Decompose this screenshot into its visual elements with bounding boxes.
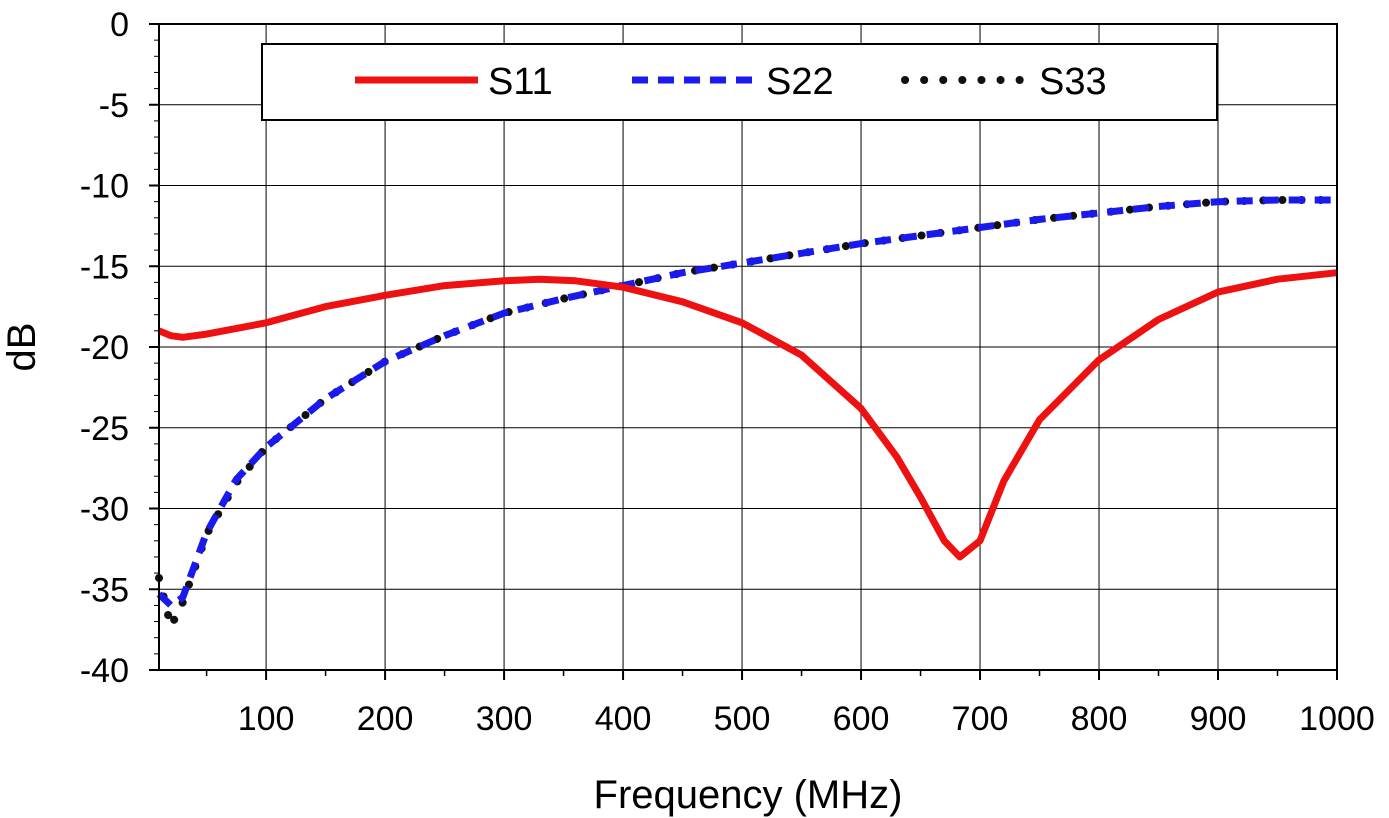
axis-ticks: 100 200 300 400 500 600 700 800 900 1000 0 -5 -10 -15…: [80, 6, 1375, 738]
series-line-s22: [156, 196, 1337, 609]
y-tick-label: -40: [80, 652, 129, 690]
legend-label-s11: S11: [488, 61, 553, 103]
y-tick-label: -30: [80, 491, 129, 529]
y-tick-label: 0: [110, 6, 129, 44]
y-axis-label: dB: [0, 323, 44, 372]
series-line-s11: [157, 269, 1338, 561]
y-tick-label: -25: [80, 410, 129, 448]
y-tick-label: -10: [80, 168, 129, 206]
x-tick-label: 900: [1190, 700, 1247, 738]
x-tick-label: 800: [1071, 700, 1128, 738]
y-tick-label: -15: [80, 248, 129, 286]
series-lines: [155, 196, 1341, 631]
x-tick-label: 500: [714, 700, 771, 738]
x-tick-label: 600: [833, 700, 890, 738]
y-tick-label: -5: [99, 87, 129, 125]
x-tick-label: 400: [595, 700, 652, 738]
x-tick-label: 700: [952, 700, 1009, 738]
x-axis-label: Frequency (MHz): [594, 773, 903, 817]
legend-label-s22: S22: [766, 61, 834, 103]
x-tick-label: 1000: [1299, 700, 1375, 738]
legend-label-s33: S33: [1039, 61, 1107, 103]
x-tick-label: 100: [238, 700, 295, 738]
y-tick-label: -35: [80, 571, 129, 609]
y-tick-label: -20: [80, 329, 129, 367]
x-tick-label: 300: [476, 700, 533, 738]
x-tick-label: 200: [357, 700, 414, 738]
legend: S11 S22 S33: [261, 43, 1218, 121]
